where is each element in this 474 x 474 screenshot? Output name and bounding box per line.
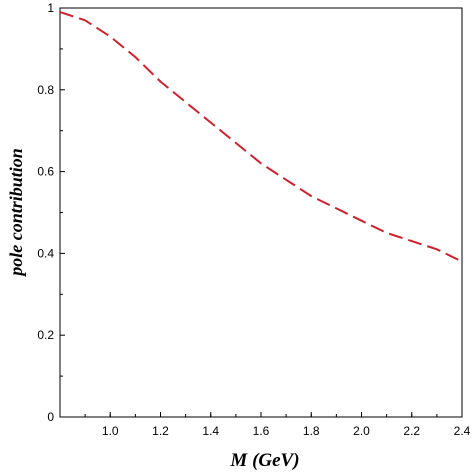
- x-tick-label: 2.0: [353, 424, 370, 438]
- series-line: [59, 11, 463, 263]
- ticks: [59, 7, 463, 418]
- x-tick-label: 1.8: [303, 424, 320, 438]
- y-tick-label: 0: [47, 410, 54, 424]
- series-group: [59, 11, 463, 263]
- x-axis-title: M (GeV): [229, 450, 299, 471]
- x-tick-label: 1.4: [202, 424, 219, 438]
- y-tick-label: 0.8: [37, 83, 54, 97]
- plot-frame: [59, 7, 463, 418]
- x-tick-label: 2.4: [454, 424, 471, 438]
- x-tick-label: 1.6: [253, 424, 270, 438]
- y-axis-title: pole contribution: [6, 148, 26, 278]
- y-tick-label: 0.2: [37, 328, 54, 342]
- y-tick-label: 0.6: [37, 165, 54, 179]
- tick-labels: 1.0 1.2 1.4 1.6 1.8 2.0 2.2 2.4 0 0.2 0.4 0.6 0.8 1: [37, 1, 470, 438]
- x-tick-label: 1.2: [152, 424, 169, 438]
- x-tick-label: 1.0: [102, 424, 119, 438]
- y-tick-label: 0.4: [37, 246, 54, 260]
- x-tick-label: 2.2: [403, 424, 420, 438]
- y-tick-label: 1: [47, 1, 54, 15]
